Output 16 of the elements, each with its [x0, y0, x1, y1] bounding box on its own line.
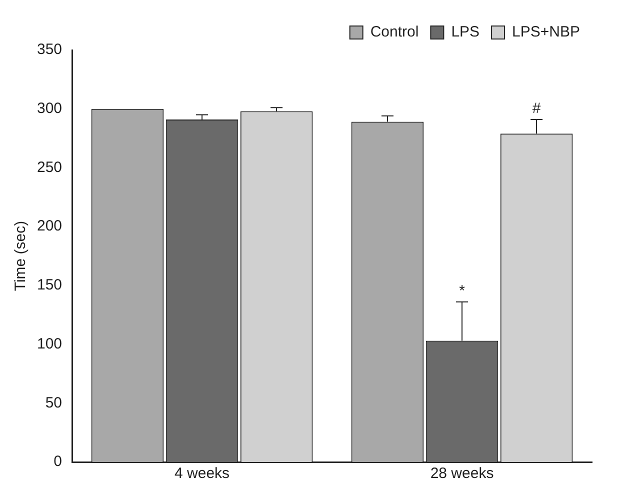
legend-label: Control	[370, 24, 419, 41]
y-tick-label: 300	[36, 100, 62, 117]
y-tick-label: 50	[45, 394, 62, 412]
legend-label: LPS	[451, 24, 480, 41]
y-axis-title: Time (sec)	[12, 220, 30, 292]
y-tick-label: 100	[36, 335, 62, 352]
y-tick-label: 150	[36, 276, 62, 294]
y-tick-label: 350	[36, 41, 62, 58]
y-tick-label: 250	[36, 158, 62, 176]
y-tick-label: 0	[54, 453, 62, 470]
legend-label: LPS+NBP	[512, 24, 580, 41]
annotation: *	[459, 282, 466, 300]
x-tick-label: 28 weeks	[430, 465, 494, 482]
y-tick-label: 200	[36, 218, 62, 235]
annotation: #	[532, 100, 542, 118]
x-tick-label: 4 weeks	[174, 465, 230, 482]
